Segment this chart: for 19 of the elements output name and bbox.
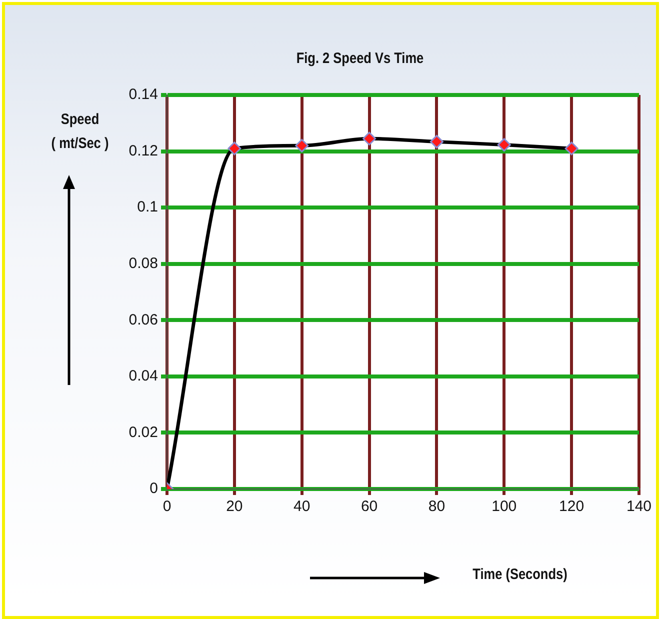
y-tick-label: 0.1 [137, 198, 158, 216]
x-tick-label: 140 [626, 498, 652, 516]
y-tick-label: 0.08 [128, 255, 158, 272]
x-tick-label: 0 [162, 498, 172, 516]
x-axis-title: Time (Seconds) [472, 566, 568, 583]
x-tick-label: 80 [428, 498, 446, 516]
x-tick-label: 100 [492, 498, 517, 516]
x-tick-label: 60 [360, 498, 378, 516]
x-tick-label: 120 [559, 498, 584, 516]
y-axis-title: Speed ( mt/Sec ) [50, 110, 110, 154]
y-tick-label: 0.04 [128, 368, 158, 385]
y-tick-label: 0.02 [128, 424, 158, 441]
y-tick-label: 0.14 [128, 86, 158, 104]
x-tick-label: 40 [294, 498, 310, 516]
y-tick-label: 0.06 [128, 311, 158, 328]
x-tick-label: 20 [226, 498, 243, 516]
y-tick-label: 0.12 [128, 142, 158, 160]
chart-title: Fig. 2 Speed Vs Time [295, 50, 425, 67]
y-tick-label: 0 [150, 480, 158, 498]
